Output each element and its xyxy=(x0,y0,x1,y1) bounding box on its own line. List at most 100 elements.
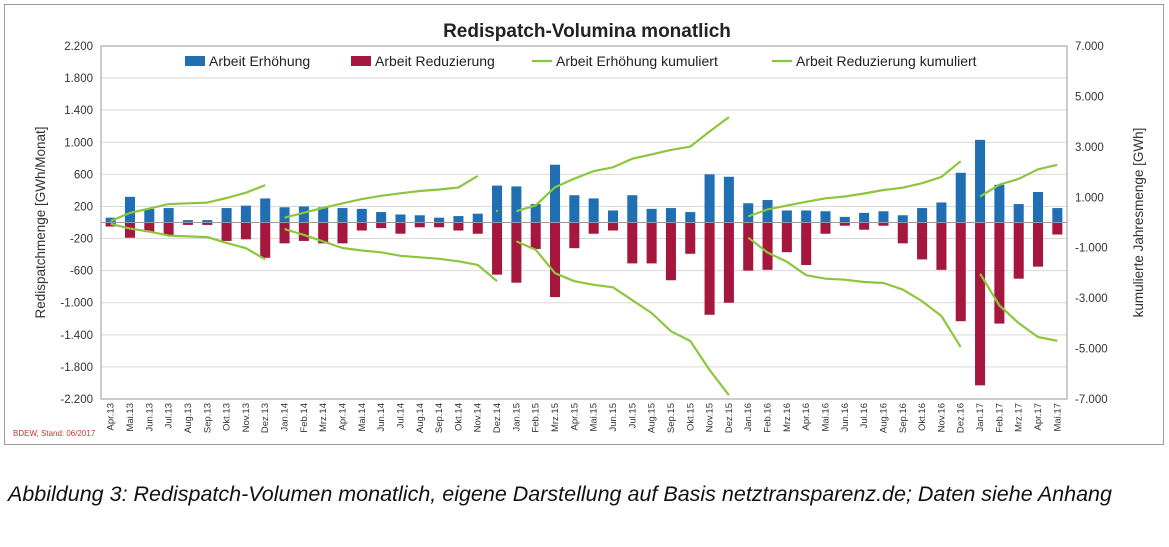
bar-reduzierung xyxy=(743,222,754,271)
x-tick-label: Apr.13 xyxy=(106,403,117,430)
x-tick-label: Okt.15 xyxy=(685,403,696,431)
source-note: BDEW, Stand: 06/2017 xyxy=(13,429,96,438)
bar-erhoehung xyxy=(723,176,734,223)
y-tick-label: 200 xyxy=(74,201,93,213)
bar-reduzierung xyxy=(260,222,271,258)
chart-title: Redispatch-Volumina monatlich xyxy=(443,21,731,42)
bar-reduzierung xyxy=(434,222,445,228)
x-tick-label: Nov.15 xyxy=(705,403,716,432)
x-tick-label: Mai.17 xyxy=(1052,403,1063,432)
bar-reduzierung xyxy=(569,222,580,249)
bar-reduzierung xyxy=(897,222,908,244)
x-tick-label: Jan.14 xyxy=(280,403,291,432)
bar-erhoehung xyxy=(376,212,387,223)
x-tick-label: Apr.16 xyxy=(801,403,812,430)
x-tick-label: Nov.14 xyxy=(473,403,484,432)
bar-erhoehung xyxy=(897,215,908,223)
chart-frame: 2.200 1.800 1.400 1.000 600 200 -200 -600 -1.000… xyxy=(4,4,1164,445)
bar-reduzierung xyxy=(414,222,425,228)
legend-label: Arbeit Erhöhung xyxy=(209,53,310,69)
x-tick-label: Mrz.14 xyxy=(318,403,329,432)
bar-erhoehung xyxy=(240,205,251,223)
bar-erhoehung xyxy=(318,207,329,223)
line-erhoehung-kumuliert xyxy=(747,160,962,218)
bar-reduzierung xyxy=(859,222,870,230)
bar-erhoehung xyxy=(182,220,193,223)
x-tick-label: Apr.17 xyxy=(1033,403,1044,430)
x-tick-label: Jul.14 xyxy=(395,403,406,428)
bar-erhoehung xyxy=(685,212,696,223)
y-tick-label: 1.800 xyxy=(64,73,93,85)
x-tick-label: Okt.16 xyxy=(917,403,928,431)
line-erhoehung-kumuliert xyxy=(110,184,266,223)
x-tick-label: Aug.14 xyxy=(415,403,426,433)
x-tick-label: Jun.13 xyxy=(144,403,155,432)
bar-reduzierung xyxy=(936,222,947,270)
x-tick-label: Dez.16 xyxy=(956,403,967,433)
bar-erhoehung xyxy=(1013,204,1024,223)
bar-reduzierung xyxy=(955,222,966,322)
bar-erhoehung xyxy=(260,198,271,223)
x-tick-label: Jul.16 xyxy=(859,403,870,428)
bar-reduzierung xyxy=(144,222,155,233)
bar-reduzierung xyxy=(704,222,715,315)
line-erhoehung-kumuliert xyxy=(284,174,479,219)
y-tick-label: -1.000 xyxy=(60,298,93,310)
x-tick-label: Mrz.16 xyxy=(782,403,793,432)
y2-tick-label: 7.000 xyxy=(1075,41,1104,53)
x-tick-label: Mrz.15 xyxy=(550,403,561,432)
bar-reduzierung xyxy=(665,222,676,281)
y-tick-label: -200 xyxy=(70,234,93,246)
bar-erhoehung xyxy=(762,200,773,223)
bar-erhoehung xyxy=(781,210,792,223)
x-tick-label: Feb.14 xyxy=(299,403,310,433)
x-tick-label: Sep.15 xyxy=(666,403,677,433)
bar-erhoehung xyxy=(569,195,580,223)
bar-erhoehung xyxy=(801,210,812,223)
line-reduzierung-kumuliert xyxy=(515,240,730,396)
bar-reduzierung xyxy=(1032,222,1044,267)
y2-tick-label: -3.000 xyxy=(1075,293,1108,305)
x-tick-label: Aug.16 xyxy=(878,403,889,433)
bar-erhoehung xyxy=(414,215,425,223)
bar-erhoehung xyxy=(530,204,541,223)
x-tick-label: Jun.16 xyxy=(840,403,851,432)
bar-reduzierung xyxy=(627,222,638,264)
bar-erhoehung xyxy=(434,217,445,223)
bar-reduzierung xyxy=(646,222,657,264)
bar-reduzierung xyxy=(1013,222,1024,279)
y2-tick-label: -5.000 xyxy=(1075,344,1108,356)
y-tick-label: 2.200 xyxy=(64,41,93,53)
bar-reduzierung xyxy=(975,222,986,386)
bar-erhoehung xyxy=(492,185,503,223)
bar-reduzierung xyxy=(723,222,734,303)
bar-erhoehung xyxy=(279,207,290,223)
bar-reduzierung xyxy=(820,222,831,234)
bar-reduzierung xyxy=(472,222,483,234)
x-tick-label: Okt.13 xyxy=(222,403,233,431)
bar-erhoehung xyxy=(124,196,136,223)
x-tick-label: Apr.15 xyxy=(569,403,580,430)
bar-erhoehung xyxy=(1032,192,1044,223)
bar-reduzierung xyxy=(337,222,348,244)
y-tick-label: 1.400 xyxy=(64,105,93,117)
line-erhoehung-kumuliert-point xyxy=(495,209,499,213)
bar-erhoehung xyxy=(1052,208,1063,223)
bar-reduzierung xyxy=(801,222,812,266)
line-erhoehung-kumuliert xyxy=(516,116,730,213)
y-tick-label: -2.200 xyxy=(60,394,93,406)
line-erhoehung-kumuliert xyxy=(979,163,1058,198)
y-tick-label: -1.800 xyxy=(60,362,93,374)
bar-reduzierung xyxy=(607,222,619,231)
bar-reduzierung xyxy=(240,222,251,240)
y2-tick-label: 1.000 xyxy=(1075,192,1104,204)
bar-reduzierung xyxy=(1052,222,1063,235)
line-reduzierung-kumuliert xyxy=(747,236,962,348)
x-tick-label: Mai.14 xyxy=(357,403,368,432)
line-layer xyxy=(110,116,1058,396)
x-tick-label: Nov.13 xyxy=(241,403,252,432)
bar-reduzierung xyxy=(163,222,174,236)
x-tick-label: Feb.15 xyxy=(531,403,542,433)
bar-erhoehung xyxy=(975,139,986,223)
x-tick-label: Apr.14 xyxy=(338,403,349,430)
